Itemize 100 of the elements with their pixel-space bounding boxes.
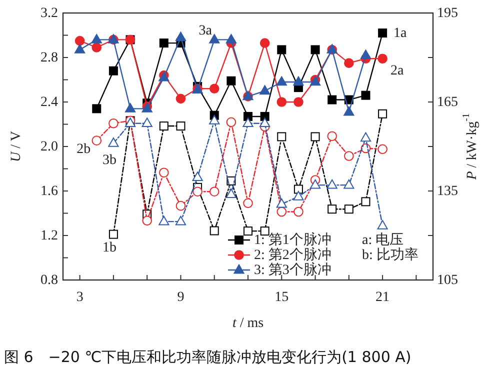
legend-label: 2: 第2个脉冲 xyxy=(254,246,332,262)
legend-label: 3: 第3个脉冲 xyxy=(254,262,332,278)
point xyxy=(226,188,236,198)
x-tick-label: 21 xyxy=(376,290,390,304)
y-tick-label: 3.2 xyxy=(40,6,58,20)
point xyxy=(108,118,118,128)
point xyxy=(344,204,354,214)
point xyxy=(209,34,220,44)
point xyxy=(344,151,354,161)
point xyxy=(108,138,119,147)
point xyxy=(361,90,370,100)
point xyxy=(192,172,203,182)
point xyxy=(276,198,287,208)
point xyxy=(260,112,270,121)
point xyxy=(244,226,252,236)
annotation: a: 电压 xyxy=(362,232,404,248)
point xyxy=(378,109,388,118)
point xyxy=(294,184,303,194)
point xyxy=(260,118,270,128)
point xyxy=(378,144,388,154)
point xyxy=(344,58,354,68)
annotation: b: 比功率 xyxy=(362,246,418,262)
point xyxy=(142,118,152,128)
point xyxy=(276,76,287,86)
point xyxy=(176,122,186,131)
x-tick-label: 3 xyxy=(76,290,84,304)
legend-label: 1: 第1个脉冲 xyxy=(254,232,332,248)
x-axis-title: t / ms xyxy=(232,316,264,330)
point xyxy=(327,131,337,142)
point xyxy=(226,117,236,128)
point xyxy=(210,226,219,236)
point xyxy=(243,198,253,208)
point xyxy=(277,45,286,54)
point xyxy=(260,38,270,48)
point xyxy=(175,216,186,226)
x-tick-label: 9 xyxy=(177,290,184,304)
point xyxy=(209,114,220,124)
point xyxy=(260,85,270,95)
point xyxy=(124,102,136,112)
point xyxy=(92,136,102,146)
point xyxy=(159,122,168,131)
point xyxy=(74,44,86,54)
point xyxy=(328,204,337,214)
point xyxy=(344,106,354,116)
point xyxy=(175,32,186,42)
point xyxy=(293,190,304,200)
y-tick-label: 2.4 xyxy=(40,94,58,110)
point xyxy=(226,34,236,44)
point xyxy=(360,132,372,142)
point xyxy=(294,97,304,107)
text: 图 6 −20 ℃下电压和比功率随脉冲放电变化行为(1 800 A) xyxy=(4,348,412,366)
point xyxy=(361,197,370,206)
point xyxy=(91,34,102,44)
y-tick-label: 2.0 xyxy=(40,139,58,154)
point xyxy=(276,206,287,217)
point xyxy=(209,84,220,94)
point xyxy=(92,104,102,114)
point xyxy=(92,42,102,52)
point xyxy=(326,179,338,189)
point xyxy=(192,186,202,196)
annotation: 2b xyxy=(76,141,91,156)
point xyxy=(209,186,220,196)
point xyxy=(159,168,169,178)
point xyxy=(74,36,85,46)
y2-tick-label: 195 xyxy=(437,6,458,20)
point xyxy=(344,179,354,189)
annotation: 1a xyxy=(394,26,408,41)
x-tick-label: 15 xyxy=(274,290,289,304)
point xyxy=(378,54,388,64)
point xyxy=(276,97,287,107)
point xyxy=(176,200,186,211)
y2-tick-label: 135 xyxy=(437,184,458,198)
y2-tick-label: 105 xyxy=(437,272,458,288)
annotation: 3a xyxy=(198,23,213,38)
point xyxy=(328,95,337,104)
point xyxy=(310,179,321,189)
point xyxy=(176,94,186,104)
y-tick-label: 1.6 xyxy=(40,184,58,198)
y-tick-label: 1.2 xyxy=(40,228,58,243)
point xyxy=(294,206,304,217)
y-tick-label: 0.8 xyxy=(40,272,58,288)
point xyxy=(310,45,320,54)
point xyxy=(260,226,270,236)
point xyxy=(142,216,152,226)
point xyxy=(226,76,236,86)
point xyxy=(242,118,254,128)
annotation: 3b xyxy=(102,152,116,168)
point xyxy=(108,230,118,239)
point xyxy=(277,132,286,142)
point xyxy=(293,76,304,86)
point xyxy=(360,50,372,59)
y-tick-label: 2.8 xyxy=(40,50,58,65)
annotation: 1b xyxy=(102,240,116,255)
point xyxy=(158,216,170,226)
y2-tick-label: 165 xyxy=(437,94,458,110)
point xyxy=(159,38,168,48)
point xyxy=(310,132,320,142)
y-axis-title: U / V xyxy=(8,131,24,162)
point xyxy=(108,66,118,76)
point xyxy=(377,220,388,230)
